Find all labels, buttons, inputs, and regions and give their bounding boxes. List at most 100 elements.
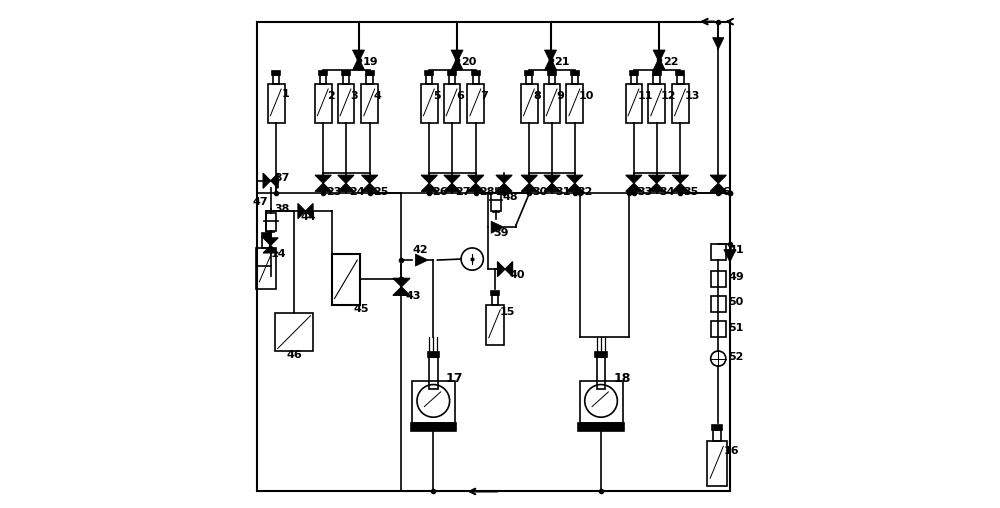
Bar	[549, 75, 555, 84]
Text: 8: 8	[533, 91, 541, 102]
Polygon shape	[393, 278, 410, 296]
Text: 4: 4	[374, 91, 382, 102]
Text: 14: 14	[271, 249, 287, 259]
Text: 45: 45	[353, 304, 369, 313]
Bar	[266, 213, 276, 231]
Bar	[672, 84, 689, 122]
Text: 36: 36	[716, 187, 731, 198]
Text: 46: 46	[287, 350, 302, 360]
Text: 24: 24	[349, 187, 365, 198]
Polygon shape	[710, 175, 726, 192]
Text: 44: 44	[300, 212, 316, 222]
Polygon shape	[362, 175, 378, 192]
Polygon shape	[567, 175, 583, 192]
Polygon shape	[421, 175, 437, 192]
Text: 23: 23	[326, 187, 342, 198]
Bar	[630, 71, 638, 75]
Bar	[711, 244, 726, 260]
Text: 21: 21	[555, 57, 570, 67]
Bar	[677, 75, 684, 84]
Text: 19: 19	[363, 57, 378, 67]
Polygon shape	[352, 57, 365, 70]
Text: 49: 49	[728, 272, 744, 282]
Polygon shape	[451, 57, 463, 70]
Polygon shape	[491, 221, 504, 233]
Text: 22: 22	[663, 57, 679, 67]
Polygon shape	[649, 175, 665, 192]
Text: 3: 3	[350, 91, 358, 102]
Bar	[342, 71, 350, 75]
Text: 15: 15	[500, 307, 515, 317]
Polygon shape	[713, 38, 724, 49]
Polygon shape	[263, 238, 278, 253]
Polygon shape	[263, 173, 278, 188]
Bar	[572, 75, 578, 84]
Bar	[426, 75, 432, 84]
Text: 11: 11	[638, 91, 653, 102]
Polygon shape	[626, 175, 642, 192]
Bar	[526, 75, 532, 84]
Text: 10: 10	[579, 91, 594, 102]
Bar	[429, 357, 438, 389]
Bar	[338, 84, 354, 122]
Polygon shape	[496, 175, 512, 192]
Polygon shape	[315, 175, 331, 192]
Polygon shape	[724, 249, 736, 262]
Bar	[648, 84, 665, 122]
Bar	[256, 247, 276, 290]
Polygon shape	[544, 175, 560, 192]
Bar	[366, 75, 373, 84]
Bar	[712, 425, 722, 430]
Text: 9: 9	[556, 91, 564, 102]
Bar	[711, 321, 726, 337]
Bar	[412, 380, 455, 423]
Bar	[597, 357, 605, 389]
Text: 25: 25	[373, 187, 388, 198]
Bar	[449, 75, 455, 84]
Bar	[707, 441, 727, 486]
Bar	[444, 84, 460, 122]
Bar	[315, 84, 332, 122]
Bar	[275, 313, 313, 351]
Text: 7: 7	[480, 91, 488, 102]
Polygon shape	[468, 175, 484, 192]
Text: 42: 42	[413, 245, 428, 255]
Text: 37: 37	[274, 173, 290, 183]
Bar	[544, 84, 560, 122]
Bar	[571, 71, 579, 75]
Bar	[521, 84, 538, 122]
Text: 39: 39	[493, 228, 509, 238]
Bar	[580, 380, 623, 423]
Polygon shape	[444, 175, 460, 192]
Text: 50: 50	[728, 297, 744, 307]
Bar	[711, 296, 726, 312]
Bar	[361, 84, 378, 122]
Text: 28: 28	[479, 187, 494, 198]
Text: 47: 47	[252, 197, 268, 207]
Bar	[653, 71, 661, 75]
Polygon shape	[451, 50, 463, 62]
Text: 35: 35	[683, 187, 699, 198]
Bar	[319, 71, 327, 75]
Polygon shape	[298, 204, 313, 218]
Bar	[492, 295, 498, 305]
Bar	[486, 305, 504, 345]
Bar	[713, 430, 721, 441]
Text: 18: 18	[614, 372, 631, 385]
Bar	[631, 75, 637, 84]
Polygon shape	[653, 57, 665, 70]
Bar	[472, 71, 480, 75]
Bar	[428, 352, 439, 357]
Text: 30: 30	[532, 187, 548, 198]
Text: 27: 27	[455, 187, 471, 198]
Bar	[467, 84, 484, 122]
Text: 20: 20	[461, 57, 476, 67]
Text: 16: 16	[723, 446, 739, 456]
Polygon shape	[653, 50, 665, 62]
Bar	[525, 71, 533, 75]
Text: 29: 29	[495, 187, 511, 198]
Text: 43: 43	[406, 291, 421, 301]
Text: 40: 40	[509, 270, 525, 280]
Polygon shape	[338, 175, 354, 192]
Polygon shape	[544, 50, 557, 62]
